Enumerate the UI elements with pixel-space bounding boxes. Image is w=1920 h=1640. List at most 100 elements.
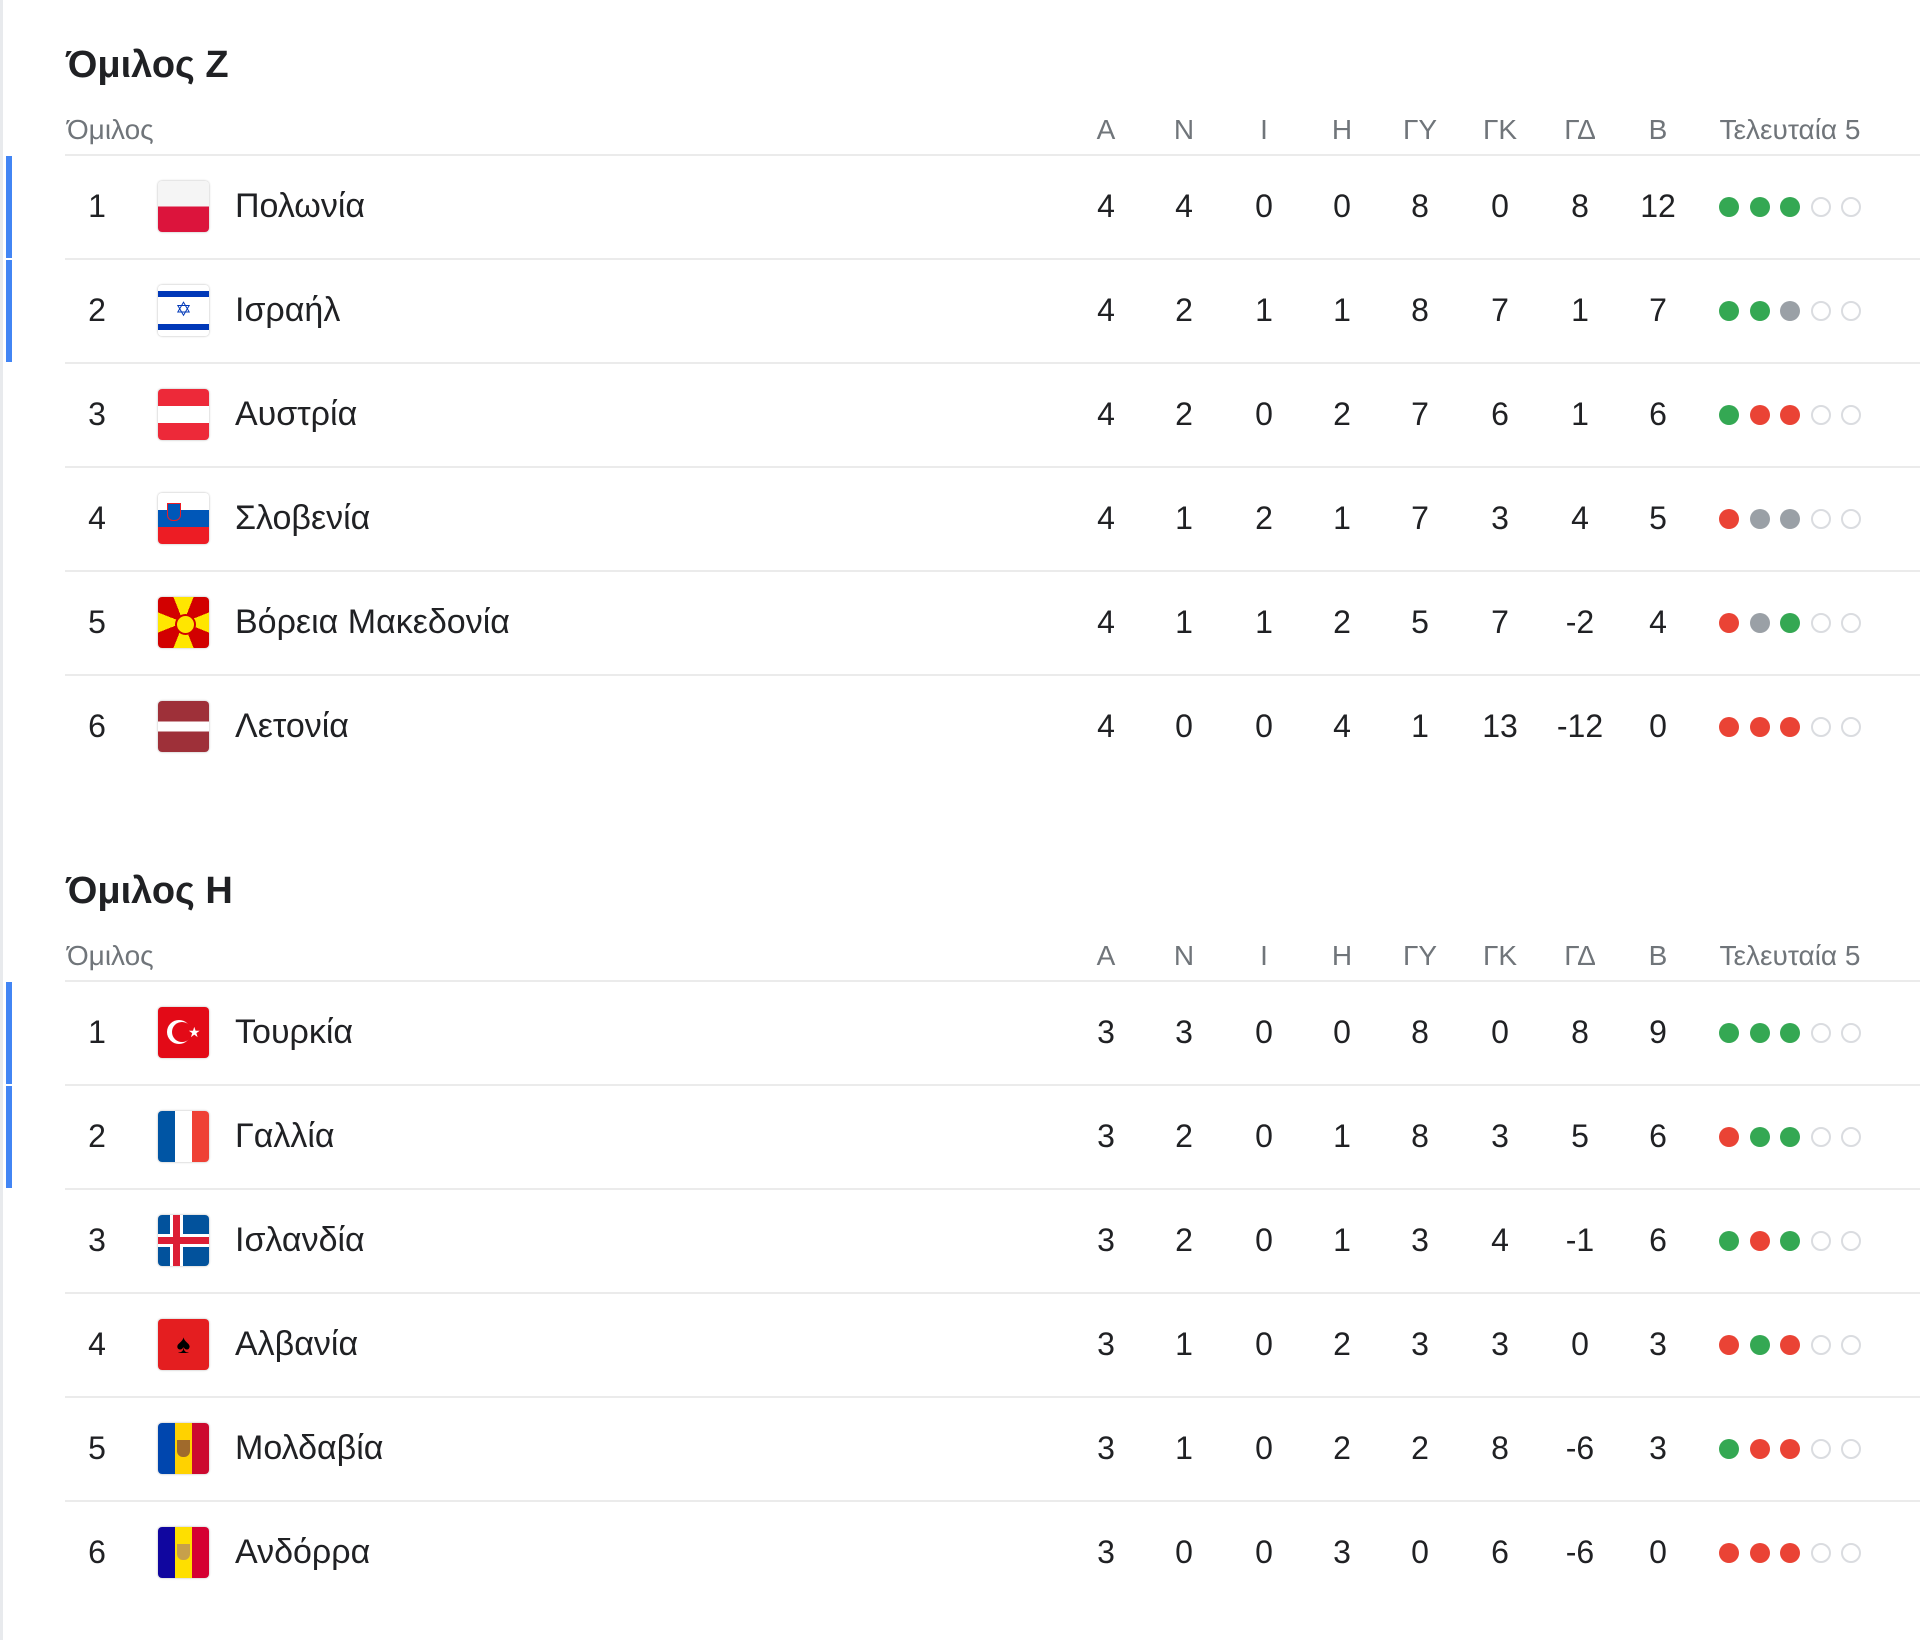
form-loss-icon[interactable] — [1750, 1231, 1770, 1251]
form-win-icon[interactable] — [1750, 1335, 1770, 1355]
header-stat[interactable]: Ν — [1173, 114, 1195, 145]
table-row[interactable]: 4 ♠ Αλβανία 3 1 0 2 3 3 0 3 — [0, 1292, 1920, 1396]
team-name[interactable]: Ανδόρρα — [235, 1533, 371, 1571]
team-name[interactable]: Ισλανδία — [235, 1221, 365, 1259]
header-stat[interactable]: Α — [1096, 940, 1116, 971]
header-stat[interactable]: Ι — [1260, 940, 1268, 971]
team-name[interactable]: Βόρεια Μακεδονία — [235, 603, 510, 641]
team-name[interactable]: Αυστρία — [235, 395, 358, 433]
row-divider — [65, 362, 1920, 364]
table-row[interactable]: 5 Μολδαβία 3 1 0 2 2 8 -6 3 — [0, 1396, 1920, 1500]
form-loss-icon[interactable] — [1750, 1439, 1770, 1459]
form-win-icon[interactable] — [1780, 613, 1800, 633]
form-win-icon[interactable] — [1780, 1127, 1800, 1147]
form-empty-icon — [1811, 1439, 1831, 1459]
form-loss-icon[interactable] — [1719, 1543, 1739, 1563]
form-loss-icon[interactable] — [1719, 509, 1739, 529]
header-stat[interactable]: Β — [1648, 114, 1668, 145]
form-win-icon[interactable] — [1780, 1231, 1800, 1251]
team-name[interactable]: Ισραήλ — [235, 291, 341, 329]
form-win-icon[interactable] — [1719, 301, 1739, 321]
table-row[interactable]: 2 Γαλλία 3 2 0 1 8 3 5 6 — [0, 1084, 1920, 1188]
north-macedonia-flag — [158, 597, 209, 648]
stat-value: 1 — [1333, 292, 1351, 328]
table-row[interactable]: 3 Ισλανδία 3 2 0 1 3 4 -1 6 — [0, 1188, 1920, 1292]
rank: 2 — [88, 292, 106, 328]
form-win-icon[interactable] — [1719, 1439, 1739, 1459]
form-draw-icon[interactable] — [1780, 301, 1800, 321]
table-row[interactable]: 4 Σλοβενία 4 1 2 1 7 3 4 5 — [0, 466, 1920, 570]
stat-value: 3 — [1411, 1326, 1429, 1362]
header-group: Όμιλος — [67, 940, 154, 971]
table-row[interactable]: 6 Ανδόρρα 3 0 0 3 0 6 -6 0 — [0, 1500, 1920, 1604]
form-loss-icon[interactable] — [1780, 717, 1800, 737]
stat-value: 12 — [1640, 188, 1676, 224]
table-row[interactable]: 2 ✡ Ισραήλ 4 2 1 1 8 7 1 7 — [0, 258, 1920, 362]
form-draw-icon[interactable] — [1780, 509, 1800, 529]
header-stat[interactable]: ΓΚ — [1482, 940, 1518, 971]
team-name[interactable]: Αλβανία — [235, 1325, 359, 1363]
stat-value: 4 — [1649, 604, 1667, 640]
form-win-icon[interactable] — [1780, 197, 1800, 217]
team-name[interactable]: Σλοβενία — [235, 499, 371, 537]
form-loss-icon[interactable] — [1780, 1335, 1800, 1355]
table-row[interactable]: 5 Βόρεια Μακεδονία 4 1 1 2 5 7 -2 4 — [0, 570, 1920, 674]
form-loss-icon[interactable] — [1780, 1439, 1800, 1459]
stat-value: 1 — [1255, 604, 1273, 640]
header-stat[interactable]: Α — [1096, 114, 1116, 145]
stat-value: 3 — [1649, 1326, 1667, 1362]
team-name[interactable]: Γαλλία — [235, 1117, 335, 1155]
rank: 6 — [88, 708, 106, 744]
form-empty-icon — [1811, 717, 1831, 737]
stat-value: 3 — [1175, 1014, 1193, 1050]
poland-flag — [158, 181, 209, 232]
header-stat[interactable]: ΓΚ — [1482, 114, 1518, 145]
form-win-icon[interactable] — [1719, 1231, 1739, 1251]
table-row[interactable]: 3 Αυστρία 4 2 0 2 7 6 1 6 — [0, 362, 1920, 466]
form-win-icon[interactable] — [1719, 197, 1739, 217]
form-loss-icon[interactable] — [1719, 613, 1739, 633]
header-stat[interactable]: Η — [1331, 940, 1353, 971]
form-empty-icon — [1811, 1231, 1831, 1251]
table-row[interactable]: 1 Πολωνία 4 4 0 0 8 0 8 12 — [0, 154, 1920, 258]
form-win-icon[interactable] — [1750, 1127, 1770, 1147]
header-stat[interactable]: Ν — [1173, 940, 1195, 971]
stat-value: 8 — [1411, 188, 1429, 224]
header-stat[interactable]: Η — [1331, 114, 1353, 145]
team-name[interactable]: Λετονία — [235, 707, 349, 745]
iceland-flag — [158, 1215, 209, 1266]
form-draw-icon[interactable] — [1750, 509, 1770, 529]
form-draw-icon[interactable] — [1750, 613, 1770, 633]
header-stat[interactable]: ΓΥ — [1402, 940, 1438, 971]
form-loss-icon[interactable] — [1780, 405, 1800, 425]
header-stat[interactable]: Β — [1648, 940, 1668, 971]
table-row[interactable]: 1 ★ Τουρκία 3 3 0 0 8 0 8 9 — [0, 980, 1920, 1084]
form-loss-icon[interactable] — [1719, 717, 1739, 737]
form-loss-icon[interactable] — [1780, 1543, 1800, 1563]
header-stat[interactable]: ΓΔ — [1564, 940, 1596, 971]
form-win-icon[interactable] — [1780, 1023, 1800, 1043]
team-name[interactable]: Πολωνία — [235, 187, 366, 225]
header-stat[interactable]: ΓΔ — [1564, 114, 1596, 145]
form-empty-icon — [1841, 197, 1861, 217]
form-win-icon[interactable] — [1750, 1023, 1770, 1043]
team-name[interactable]: Μολδαβία — [235, 1429, 384, 1467]
form-win-icon[interactable] — [1750, 197, 1770, 217]
form-loss-icon[interactable] — [1750, 405, 1770, 425]
form-loss-icon[interactable] — [1750, 1543, 1770, 1563]
stat-value: 3 — [1097, 1014, 1115, 1050]
form-loss-icon[interactable] — [1750, 717, 1770, 737]
form-win-icon[interactable] — [1750, 301, 1770, 321]
form-loss-icon[interactable] — [1719, 1127, 1739, 1147]
form-empty-icon — [1811, 509, 1831, 529]
header-stat[interactable]: Ι — [1260, 114, 1268, 145]
row-divider — [65, 1396, 1920, 1398]
stat-value: 2 — [1333, 1326, 1351, 1362]
team-name[interactable]: Τουρκία — [235, 1013, 354, 1051]
form-loss-icon[interactable] — [1719, 1335, 1739, 1355]
form-win-icon[interactable] — [1719, 1023, 1739, 1043]
stat-value: 8 — [1571, 1014, 1589, 1050]
form-win-icon[interactable] — [1719, 405, 1739, 425]
header-stat[interactable]: ΓΥ — [1402, 114, 1438, 145]
table-row[interactable]: 6 Λετονία 4 0 0 4 1 13 -12 0 — [0, 674, 1920, 778]
